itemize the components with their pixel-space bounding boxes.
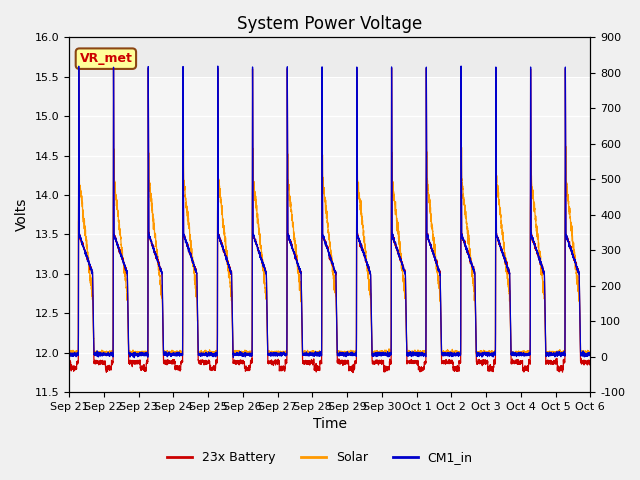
Title: System Power Voltage: System Power Voltage	[237, 15, 422, 33]
Line: CM1_in: CM1_in	[69, 66, 590, 358]
Solar	[391, 208, 399, 214]
Solar	[404, 353, 412, 359]
Solar	[265, 350, 273, 356]
23x Battery	[265, 361, 273, 367]
Line: 23x Battery: 23x Battery	[69, 68, 590, 372]
CM1_in	[559, 351, 566, 357]
Solar	[536, 251, 543, 257]
CM1_in	[127, 352, 135, 358]
CM1_in	[392, 241, 399, 247]
23x Battery	[65, 360, 73, 366]
CM1_in	[131, 355, 138, 360]
23x Battery	[536, 257, 544, 263]
Solar	[586, 351, 594, 357]
23x Battery	[349, 370, 357, 375]
CM1_in	[538, 265, 546, 271]
Solar	[559, 351, 566, 357]
23x Battery	[538, 266, 546, 272]
CM1_in	[457, 63, 465, 69]
Solar	[538, 275, 546, 281]
Text: VR_met: VR_met	[79, 52, 132, 65]
Legend: 23x Battery, Solar, CM1_in: 23x Battery, Solar, CM1_in	[163, 446, 477, 469]
Solar	[65, 349, 73, 355]
CM1_in	[586, 349, 594, 355]
CM1_in	[65, 351, 73, 357]
23x Battery	[559, 367, 566, 372]
CM1_in	[265, 353, 273, 359]
23x Battery	[109, 65, 117, 71]
Solar	[562, 144, 570, 149]
Bar	[69, 37, 590, 77]
CM1_in	[536, 255, 544, 261]
Solar	[127, 350, 135, 356]
23x Battery	[127, 358, 135, 364]
23x Battery	[586, 360, 594, 366]
Y-axis label: Volts: Volts	[15, 198, 29, 231]
23x Battery	[392, 241, 399, 247]
Line: Solar: Solar	[69, 146, 590, 356]
X-axis label: Time: Time	[313, 418, 347, 432]
